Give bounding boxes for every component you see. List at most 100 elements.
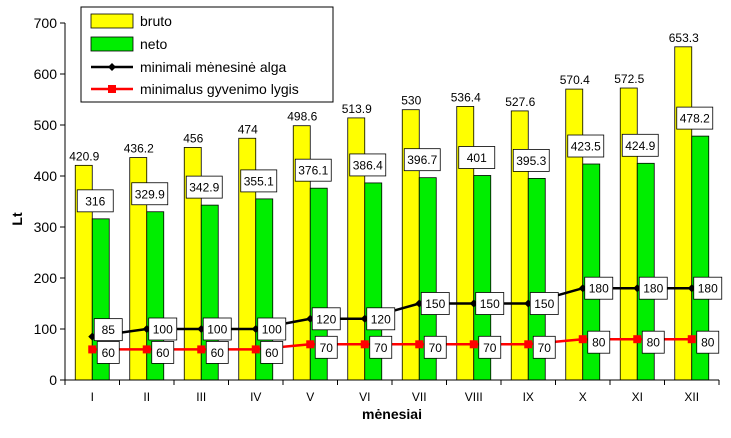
data-label-gyvenimo-lygis: 70	[374, 341, 388, 355]
point-gyvenimo-lygis	[633, 335, 642, 344]
data-label-gyvenimo-lygis-box	[96, 340, 120, 364]
data-label-neto: 342.9	[189, 181, 219, 195]
data-label-gyvenimo-lygis-box	[260, 340, 284, 364]
data-label-gyvenimo-lygis-box	[587, 330, 611, 354]
data-label-bruto: 572.5	[614, 72, 644, 86]
data-label-bruto: 527.6	[505, 95, 535, 109]
data-label-gyvenimo-lygis: 70	[483, 341, 497, 355]
data-label-gyvenimo-lygis: 60	[156, 346, 170, 360]
data-label-gyvenimo-lygis-box	[641, 330, 665, 354]
data-label-gyvenimo-lygis-box	[205, 340, 229, 364]
data-label-neto: 376.1	[298, 164, 328, 178]
data-label-gyvenimo-lygis: 60	[265, 346, 279, 360]
bar-bruto	[674, 46, 693, 381]
legend: bruto neto minimali mėnesinė alga minimalus…	[80, 6, 334, 103]
data-labels: 420.9 436.2 456 474 498.6 513.9 530 536.4 527.6 5…	[69, 31, 723, 364]
data-label-neto: 329.9	[135, 187, 165, 201]
point-gyvenimo-lygis	[415, 340, 424, 349]
x-tick-label: III	[196, 390, 206, 404]
data-label-neto-box	[349, 153, 387, 177]
legend-label-minimali-alga: minimali mėnesinė alga	[140, 59, 287, 75]
data-label-bruto: 498.6	[287, 110, 317, 124]
data-label-neto-box	[676, 106, 714, 130]
data-label-bruto: 570.4	[560, 73, 590, 87]
data-label-neto-box	[240, 169, 278, 193]
x-tick-label: I	[91, 390, 94, 404]
data-label-gyvenimo-lygis: 70	[538, 341, 552, 355]
legend-label-neto: neto	[140, 36, 167, 52]
data-label-neto: 396.7	[407, 153, 437, 167]
x-tick-label: XI	[632, 390, 643, 404]
data-label-gyvenimo-lygis-box	[423, 335, 447, 359]
data-label-gyvenimo-lygis-box	[151, 340, 175, 364]
x-tick-label: VII	[412, 390, 427, 404]
point-gyvenimo-lygis	[251, 345, 260, 354]
data-label-minimali-alga-box	[475, 292, 505, 315]
legend-label-bruto: bruto	[140, 13, 172, 29]
data-label-bruto: 436.2	[124, 142, 154, 156]
data-label-minimali-alga-box	[420, 292, 450, 315]
data-label-minimali-alga-box	[93, 318, 123, 342]
data-label-gyvenimo-lygis: 80	[592, 336, 606, 350]
data-label-neto-box	[131, 182, 169, 206]
data-label-minimali-alga: 180	[643, 282, 663, 296]
data-label-minimali-alga-box	[202, 317, 232, 341]
data-label-bruto: 456	[183, 131, 203, 145]
data-label-bruto: 474	[238, 122, 258, 136]
data-label-gyvenimo-lygis: 70	[429, 341, 443, 355]
data-label-neto-box	[185, 175, 223, 199]
data-label-gyvenimo-lygis: 60	[211, 346, 225, 360]
data-label-neto: 395.3	[516, 154, 546, 168]
y-tick-label: 300	[34, 219, 58, 235]
data-label-bruto: 536.4	[451, 90, 481, 104]
point-gyvenimo-lygis	[142, 345, 151, 354]
data-label-neto: 478.2	[680, 112, 710, 126]
data-label-gyvenimo-lygis: 60	[102, 346, 116, 360]
point-gyvenimo-lygis	[88, 345, 97, 354]
x-tick-label: XII	[684, 390, 699, 404]
point-gyvenimo-lygis	[306, 340, 315, 349]
data-label-minimali-alga-box	[366, 307, 396, 331]
data-label-neto: 355.1	[244, 174, 274, 188]
data-label-minimali-alga-box	[693, 276, 723, 300]
data-label-neto-box	[512, 148, 550, 172]
x-tick-label: IX	[523, 390, 534, 404]
y-tick-label: 200	[34, 270, 58, 286]
data-label-neto: 316	[85, 194, 105, 208]
data-label-gyvenimo-lygis: 80	[701, 336, 715, 350]
data-label-neto-box	[621, 133, 659, 157]
point-gyvenimo-lygis	[197, 345, 206, 354]
y-tick-label: 500	[34, 117, 58, 133]
data-label-bruto: 653.3	[669, 31, 699, 45]
data-label-neto: 424.9	[625, 139, 655, 153]
x-tick-label: IV	[250, 390, 261, 404]
data-label-bruto: 530	[401, 94, 421, 108]
data-label-gyvenimo-lygis-box	[369, 335, 393, 359]
data-label-minimali-alga-box	[257, 317, 287, 341]
data-label-minimali-alga: 150	[425, 297, 445, 311]
legend-label-gyvenimo-lygis: minimalus gyvenimo lygis	[140, 81, 299, 97]
data-label-neto: 401	[467, 151, 487, 165]
y-tick-label: 600	[34, 66, 58, 82]
point-gyvenimo-lygis	[687, 335, 696, 344]
y-tick-label: 700	[34, 15, 58, 31]
data-label-minimali-alga: 85	[102, 323, 116, 337]
data-label-gyvenimo-lygis-box	[314, 335, 338, 359]
data-label-gyvenimo-lygis-box	[696, 330, 720, 354]
legend-marker-minimali-alga	[108, 63, 116, 71]
data-label-minimali-alga: 100	[262, 323, 282, 337]
x-tick-label: II	[143, 390, 150, 404]
legend-swatch-neto	[90, 36, 134, 52]
data-label-neto: 386.4	[353, 158, 383, 172]
data-label-neto-box	[294, 158, 332, 182]
x-tick-label: VIII	[465, 390, 483, 404]
data-label-neto-box	[567, 134, 605, 158]
point-gyvenimo-lygis	[469, 340, 478, 349]
point-gyvenimo-lygis	[360, 340, 369, 349]
legend-marker-gyvenimo-lygis	[108, 85, 116, 93]
data-label-gyvenimo-lygis: 70	[320, 341, 334, 355]
data-label-minimali-alga-box	[529, 292, 559, 315]
data-label-bruto: 513.9	[342, 102, 372, 116]
